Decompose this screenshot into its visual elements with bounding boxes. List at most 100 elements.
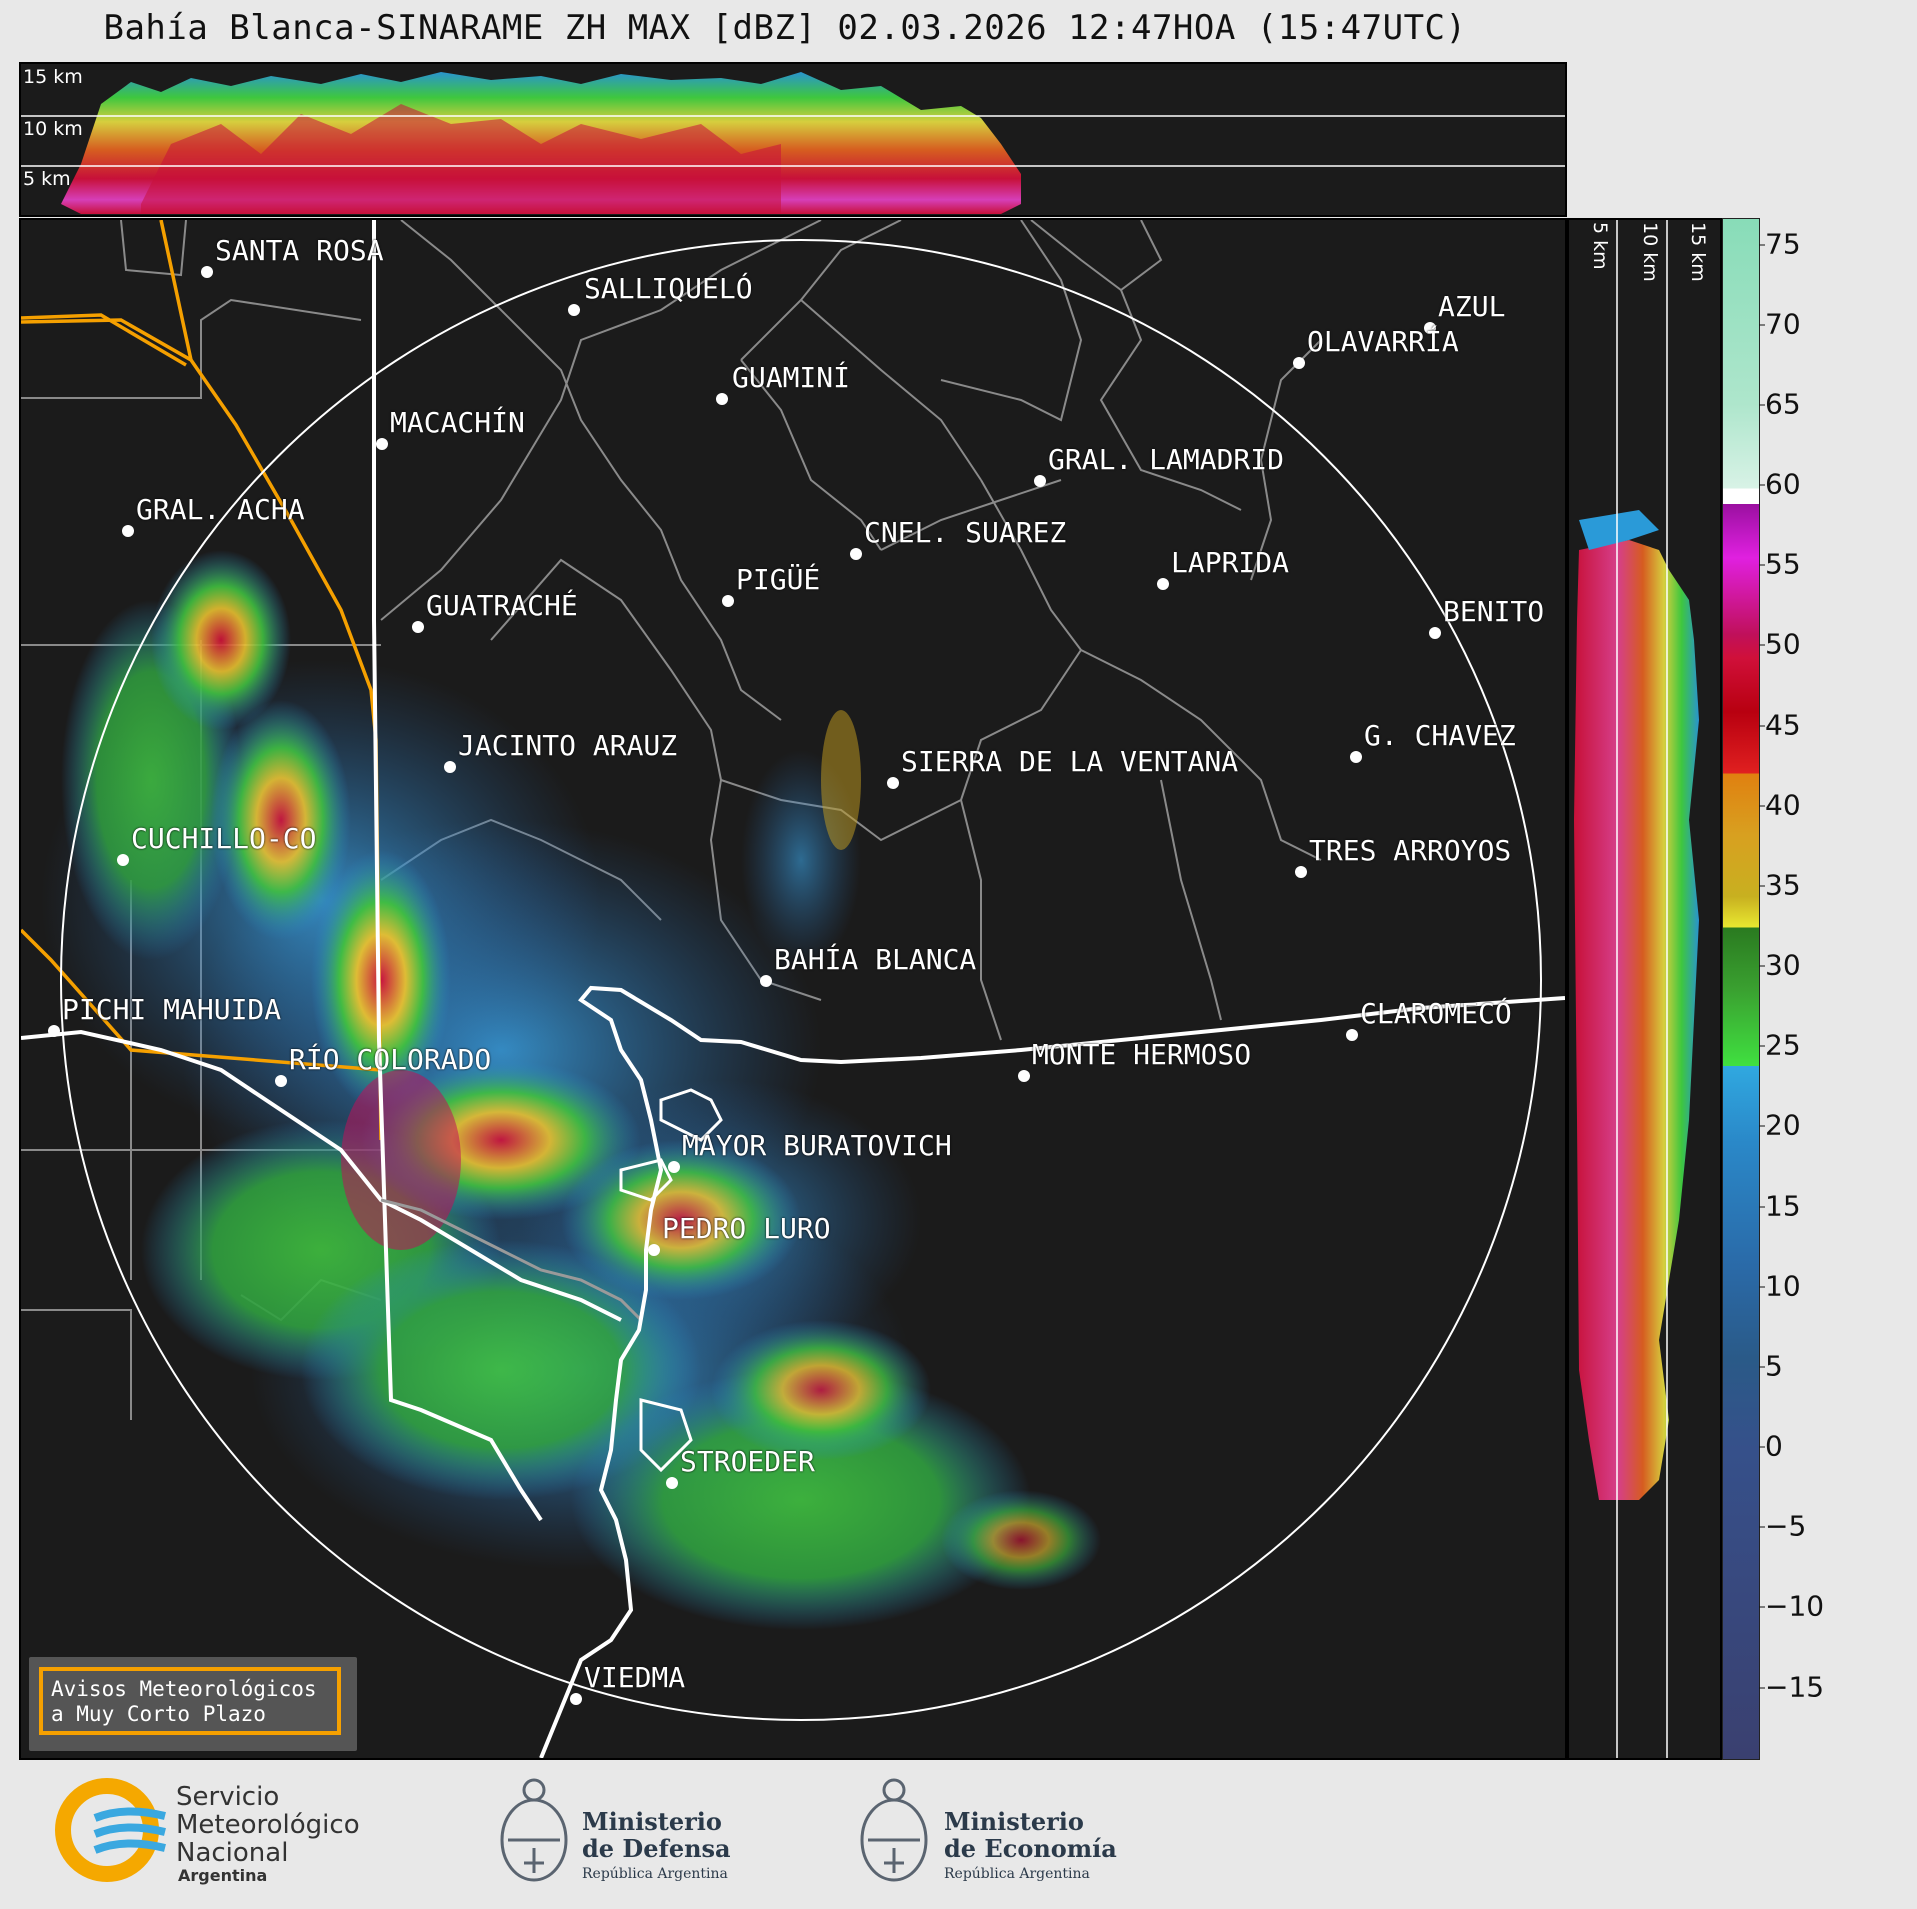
smn-logo-icon	[55, 1778, 166, 1882]
colorbar-tick: 50	[1759, 627, 1801, 661]
colorbar-tick: 5	[1759, 1349, 1783, 1383]
smn-name-4: Argentina	[178, 1866, 268, 1885]
place-marker	[1346, 1029, 1358, 1041]
place-label: STROEDER	[680, 1445, 815, 1478]
colorbar-tick: 20	[1759, 1108, 1801, 1142]
place-marker	[568, 304, 580, 316]
place-label: PICHI MAHUIDA	[62, 993, 282, 1026]
place-label: OLAVARRÍA	[1307, 325, 1459, 358]
place-label: JACINTO ARAUZ	[458, 729, 678, 762]
place-label: GUAMINÍ	[732, 361, 851, 394]
place-label: BENITO	[1443, 595, 1545, 628]
place-marker	[1157, 578, 1169, 590]
place-label: G. CHAVEZ	[1364, 719, 1516, 752]
alt-label-5km: 5 km	[23, 168, 71, 190]
radar-map: Avisos Meteorológicos a Muy Corto Plazo	[19, 218, 1567, 1760]
place-label: MONTE HERMOSO	[1032, 1038, 1252, 1071]
warning-line-2: a Muy Corto Plazo	[51, 1702, 266, 1726]
place-marker	[412, 621, 424, 633]
place-label: RÍO COLORADO	[289, 1043, 492, 1076]
place-marker	[668, 1161, 680, 1173]
economia-line-2: de Economía	[944, 1834, 1117, 1863]
place-label: VIEDMA	[584, 1661, 686, 1694]
place-label: AZUL	[1438, 290, 1506, 323]
colorbar-tick: −5	[1758, 1509, 1807, 1543]
place-marker	[1034, 475, 1046, 487]
alt-label-10km: 10 km	[23, 118, 83, 140]
colorbar-tick: 10	[1759, 1269, 1801, 1303]
coat-of-arms-icon	[860, 1778, 928, 1882]
colorbar-tick: 45	[1759, 708, 1801, 742]
colorbar-tick: 60	[1759, 467, 1801, 501]
chart-title: Bahía Blanca-SINARAME ZH MAX [dBZ] 02.03…	[103, 8, 1467, 48]
colorbar-tick: 70	[1759, 307, 1801, 341]
top-cross-section-plot	[21, 72, 1565, 214]
defensa-line-1: Ministerio	[582, 1807, 722, 1836]
place-marker	[1429, 627, 1441, 639]
alt-label-10km-v: 10 km	[1639, 222, 1661, 282]
place-label: GRAL. ACHA	[136, 493, 305, 526]
colorbar	[1722, 218, 1760, 1760]
place-label: PIGÜÉ	[736, 563, 821, 596]
place-label: CUCHILLO-CO	[131, 822, 317, 855]
boundary-line	[372, 220, 543, 1522]
right-cross-section-plot	[1574, 220, 1699, 1758]
place-label: SALLIQUELÓ	[584, 272, 753, 305]
warning-line-1: Avisos Meteorológicos	[51, 1677, 317, 1701]
defensa-sub: República Argentina	[582, 1866, 728, 1882]
place-label: GUATRACHÉ	[426, 589, 578, 622]
place-marker	[648, 1244, 660, 1256]
place-marker	[117, 854, 129, 866]
place-marker	[1350, 751, 1362, 763]
warning-box[interactable]: Avisos Meteorológicos a Muy Corto Plazo	[29, 1657, 357, 1751]
colorbar-tick: −10	[1758, 1589, 1825, 1623]
colorbar-tick: 15	[1759, 1189, 1801, 1223]
smn-name-2: Meteorológico	[176, 1810, 360, 1840]
radar-echoes	[41, 550, 1101, 1630]
place-label: CLAROMECÓ	[1360, 997, 1512, 1030]
coastline	[539, 985, 1565, 1758]
place-marker	[275, 1075, 287, 1087]
radar-map-svg	[21, 220, 1565, 1758]
rio-colorado	[21, 1029, 622, 1322]
place-marker	[1018, 1070, 1030, 1082]
top-cross-section: 15 km 10 km 5 km	[19, 62, 1567, 217]
colorbar-tick: 0	[1759, 1429, 1783, 1463]
place-marker	[722, 595, 734, 607]
river-secondary	[380, 1198, 643, 1322]
place-marker	[716, 393, 728, 405]
place-marker	[1424, 322, 1436, 334]
place-label: MAYOR BURATOVICH	[682, 1129, 952, 1162]
range-ring	[60, 239, 1542, 1721]
place-marker	[376, 438, 388, 450]
place-label: TRES ARROYOS	[1309, 834, 1512, 867]
colorbar-tick: 65	[1759, 387, 1801, 421]
place-marker	[444, 761, 456, 773]
place-label: CNEL. SUAREZ	[864, 516, 1067, 549]
footer: Servicio Meteorológico Nacional Argentin…	[0, 1760, 1917, 1909]
coat-of-arms-icon	[500, 1778, 568, 1882]
place-label: SANTA ROSA	[215, 234, 384, 267]
colorbar-tick: 30	[1759, 948, 1801, 982]
defensa-line-2: de Defensa	[582, 1834, 731, 1863]
place-marker	[201, 266, 213, 278]
colorbar-tick: 75	[1759, 227, 1801, 261]
economia-line-1: Ministerio	[944, 1807, 1084, 1836]
place-marker	[760, 975, 772, 987]
economia-sub: República Argentina	[944, 1866, 1090, 1882]
place-marker	[850, 548, 862, 560]
alt-label-15km: 15 km	[23, 66, 83, 88]
place-marker	[1293, 357, 1305, 369]
place-label: LAPRIDA	[1171, 546, 1290, 579]
place-marker	[122, 525, 134, 537]
coast-islands	[619, 1088, 723, 1473]
colorbar-tick: 35	[1759, 868, 1801, 902]
place-marker	[887, 777, 899, 789]
place-marker	[570, 1693, 582, 1705]
place-label: GRAL. LAMADRID	[1048, 443, 1285, 476]
place-label: MACACHÍN	[390, 406, 525, 439]
smn-name-1: Servicio	[176, 1782, 280, 1812]
colorbar-tick: 40	[1759, 788, 1801, 822]
alt-label-5km-v: 5 km	[1589, 222, 1611, 270]
colorbar-tick: −15	[1758, 1670, 1825, 1704]
